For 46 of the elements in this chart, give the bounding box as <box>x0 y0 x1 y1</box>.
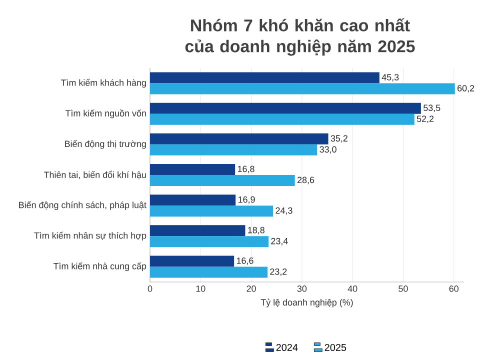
x-tick-label: 10 <box>196 285 206 292</box>
bar <box>150 194 236 206</box>
y-tick-label: Thiên tai, biến đổi khí hậu <box>44 170 146 180</box>
y-tick-label: Biến động chính sách, pháp luật <box>19 201 146 210</box>
x-tick-label: 50 <box>398 285 408 292</box>
bar <box>150 164 236 175</box>
data-label: 16,9 <box>238 196 255 204</box>
data-label: 33,0 <box>320 146 336 154</box>
x-tick-label: 0 <box>148 285 152 292</box>
bar <box>150 83 455 94</box>
bar <box>150 266 268 278</box>
bar <box>150 72 380 84</box>
data-label: 52,2 <box>416 115 434 123</box>
data-label: 16,8 <box>238 166 254 174</box>
legend-label: 2024 <box>276 344 298 351</box>
bar <box>150 144 318 156</box>
x-axis-title: Tỷ lệ doanh nghiệp (%) <box>260 298 353 308</box>
data-label: 45,3 <box>382 74 399 82</box>
data-label: 16,6 <box>236 257 254 265</box>
bar <box>150 256 234 267</box>
data-label: 24,3 <box>276 207 292 215</box>
bar <box>150 224 246 236</box>
y-tick-label: Tìm kiếm nhân sự thích hợp <box>34 232 146 240</box>
x-tick-label: 30 <box>297 285 307 292</box>
bar <box>150 133 328 144</box>
data-label: 23,2 <box>270 268 287 276</box>
legend-label: 2025 <box>324 344 346 351</box>
data-label: 28,6 <box>297 176 314 184</box>
y-tick-label: Tìm kiếm nguồn vốn <box>65 109 146 118</box>
y-tick-label: Biến động thị trường <box>65 140 146 149</box>
bar <box>150 236 269 247</box>
bar <box>150 205 274 216</box>
data-label: 60,2 <box>458 84 474 92</box>
x-tick-label: 40 <box>348 285 358 292</box>
y-tick-label: Tìm kiếm nhà cung cấp <box>53 262 146 271</box>
bar <box>150 114 414 125</box>
x-tick-label: 20 <box>246 285 256 292</box>
chart-title: Nhóm 7 khó khăn cao nhất của doanh nghiệp năm 2025 <box>185 18 415 56</box>
data-label: 35,2 <box>330 135 348 142</box>
data-label: 53,5 <box>424 104 440 112</box>
x-tick-label: 60 <box>449 285 459 292</box>
data-label: 23,4 <box>271 238 288 246</box>
data-label: 18,8 <box>248 226 264 234</box>
y-tick-label: Tìm kiếm khách hàng <box>60 78 146 88</box>
bar <box>150 102 421 114</box>
bar <box>150 174 295 186</box>
